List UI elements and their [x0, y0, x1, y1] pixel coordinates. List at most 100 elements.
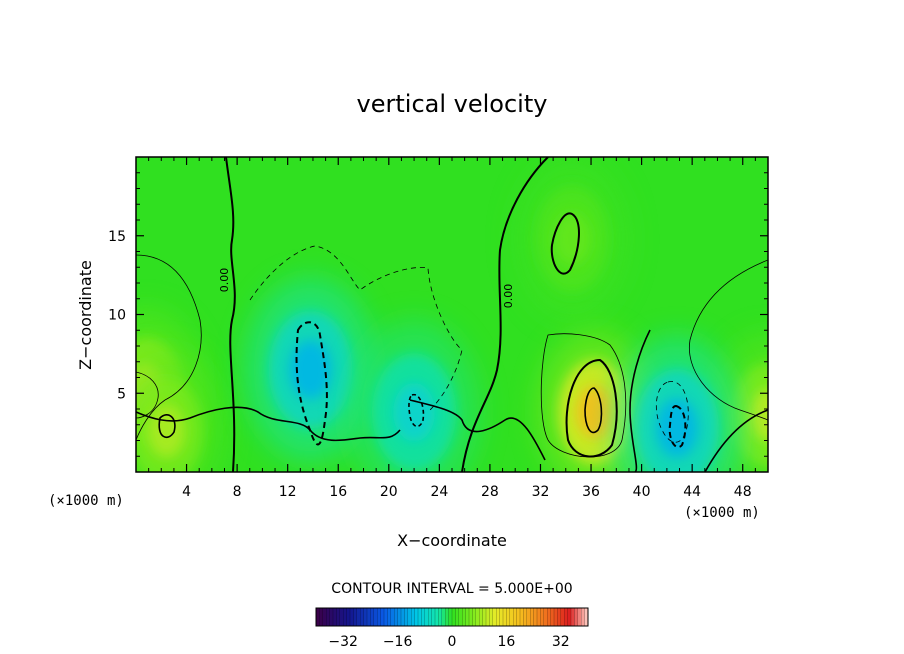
- colorbar-cell: [496, 608, 501, 626]
- colorbar-cell: [520, 608, 524, 626]
- x-tick-label: 28: [481, 484, 499, 500]
- colorbar-cell: [509, 608, 514, 626]
- colorbar-cell: [557, 608, 562, 626]
- colorbar-tick-label: −16: [383, 634, 413, 650]
- colorbar-cell: [339, 608, 344, 626]
- zero-contour: [136, 406, 401, 442]
- colorbar-cell: [445, 608, 450, 626]
- contour-positive-bold: [158, 414, 176, 439]
- colorbar-cell: [574, 608, 579, 626]
- x-tick-label: 4: [182, 484, 191, 500]
- field-blob: [576, 386, 614, 439]
- colorbar-cell: [506, 608, 511, 626]
- zero-contour: [629, 329, 651, 472]
- colorbar-cell: [577, 608, 582, 626]
- y-tick-label: 15: [108, 229, 126, 245]
- colorbar-cell: [567, 608, 572, 626]
- plot-area: [136, 157, 768, 472]
- contour-positive-bold: [550, 212, 580, 275]
- colorbar-cell: [537, 608, 541, 626]
- x-tick-label: 20: [380, 484, 398, 500]
- contour-negative: [655, 381, 689, 443]
- contour-negative-bold: [295, 321, 328, 446]
- colorbar-cell: [469, 608, 473, 626]
- colorbar-cell: [387, 608, 392, 626]
- zero-contour: [704, 409, 768, 472]
- colorbar-cell: [343, 608, 348, 626]
- colorbar-cell: [390, 608, 395, 626]
- colorbar-cell: [540, 608, 545, 626]
- contour-interval-label: CONTOUR INTERVAL = 5.000E+00: [331, 581, 572, 597]
- colorbar-cell: [554, 608, 558, 626]
- colorbar-cell: [513, 608, 518, 626]
- field-blob: [749, 389, 768, 442]
- colorbar-cell: [448, 608, 453, 626]
- colorbar-cell: [482, 608, 487, 626]
- field-blob: [655, 398, 698, 458]
- colorbar-cell: [377, 608, 382, 626]
- colorbar-cell: [346, 608, 351, 626]
- colorbar-cell: [571, 608, 575, 626]
- contour-label: 0.00: [502, 284, 515, 309]
- x-unit-right: (×1000 m): [684, 505, 760, 521]
- y-tick-label: 5: [117, 386, 126, 402]
- colorbar-cell: [543, 608, 548, 626]
- colorbar-cell: [516, 608, 521, 626]
- field-blob: [393, 382, 436, 442]
- colorbar-cell: [428, 608, 433, 626]
- x-tick-label: 44: [683, 484, 701, 500]
- colorbar-cell: [455, 608, 460, 626]
- colorbar-cell: [397, 608, 402, 626]
- x-tick-label: 24: [430, 484, 448, 500]
- colorbar-cell: [479, 608, 484, 626]
- colorbar-cell: [401, 608, 405, 626]
- colorbar-cell: [333, 608, 337, 626]
- colorbar-tick-label: 32: [552, 634, 570, 650]
- contour-negative-bold: [668, 405, 687, 448]
- colorbar-cell: [441, 608, 446, 626]
- x-axis: 4 8 12 16 20 24 28 32 36 40 44 48: [148, 157, 756, 500]
- colorbar-cell: [472, 608, 477, 626]
- zero-contour: [409, 399, 546, 461]
- colorbar-cell: [353, 608, 358, 626]
- colorbar-cell: [560, 608, 565, 626]
- colorbar-cell: [319, 608, 324, 626]
- colorbar-cell: [486, 608, 490, 626]
- contour-positive: [136, 371, 159, 419]
- colorbar-cell: [363, 608, 368, 626]
- colorbar-ticks: −32 −16 0 16 32: [328, 634, 569, 650]
- y-tick-label: 10: [108, 308, 126, 324]
- contour-negative: [249, 245, 463, 411]
- colorbar-tick-label: 0: [448, 634, 457, 650]
- field-blob: [148, 405, 185, 458]
- zero-contour: [225, 157, 236, 472]
- contour-label: 0.00: [218, 268, 231, 293]
- x-tick-label: 32: [532, 484, 550, 500]
- colorbar-cell: [394, 608, 399, 626]
- colorbar-cell: [407, 608, 412, 626]
- colorbar-cell: [414, 608, 419, 626]
- colorbar-cell: [316, 608, 320, 626]
- colorbar-tick-label: −32: [328, 634, 358, 650]
- colorbar-cell: [530, 608, 535, 626]
- colorbar-cell: [322, 608, 327, 626]
- colorbar-cell: [499, 608, 504, 626]
- colorbar: [315, 607, 589, 627]
- colorbar-cell: [523, 608, 528, 626]
- colorbar-cell: [384, 608, 388, 626]
- colorbar-cell: [533, 608, 538, 626]
- colorbar-cell: [356, 608, 361, 626]
- colorbar-cell: [581, 608, 586, 626]
- x-tick-label: 12: [279, 484, 297, 500]
- x-tick-label: 16: [329, 484, 347, 500]
- colorbar-cell: [350, 608, 354, 626]
- colorbar-cell: [438, 608, 443, 626]
- colorbar-cell: [475, 608, 480, 626]
- colorbar-cell: [421, 608, 426, 626]
- colorbar-cell: [458, 608, 463, 626]
- colorbar-tick-label: 16: [497, 634, 515, 650]
- colorbar-cell: [329, 608, 334, 626]
- x-unit-left: (×1000 m): [48, 493, 124, 509]
- colorbar-cell: [503, 608, 507, 626]
